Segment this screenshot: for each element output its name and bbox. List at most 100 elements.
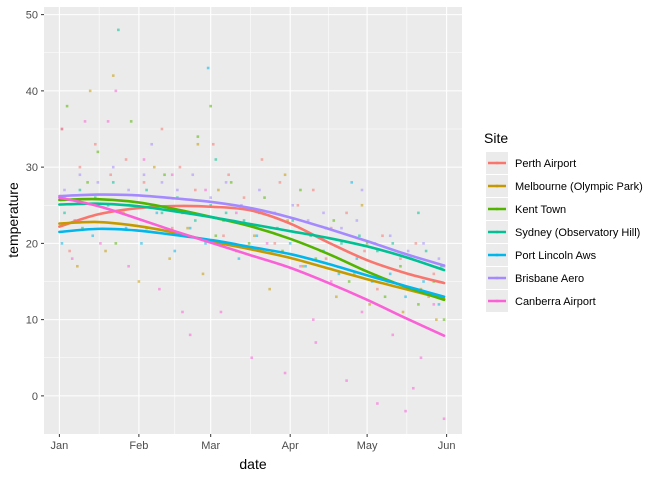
legend-item: Melbourne (Olympic Park) (486, 175, 643, 197)
data-point (209, 203, 212, 207)
data-point (388, 272, 392, 276)
data-point (411, 386, 415, 390)
data-point (109, 173, 112, 177)
data-point (242, 196, 246, 199)
data-point (206, 66, 210, 70)
data-point (163, 173, 166, 177)
data-point (329, 226, 333, 230)
data-point (273, 242, 277, 245)
data-point (435, 318, 438, 321)
data-point (427, 295, 430, 299)
data-point (399, 264, 402, 268)
data-point (81, 226, 84, 230)
y-tick-label: 10 (26, 315, 38, 327)
data-point (296, 203, 300, 207)
data-point (209, 104, 212, 108)
data-point (142, 173, 146, 177)
data-point (352, 272, 356, 276)
data-point (150, 142, 154, 146)
data-point (224, 181, 228, 184)
data-point (360, 310, 364, 314)
data-point (376, 249, 379, 253)
data-point (63, 188, 66, 192)
legend-key-point (495, 276, 499, 280)
x-tick-label: Jun (438, 440, 456, 452)
data-point (181, 310, 184, 314)
data-point (404, 295, 407, 299)
data-point (291, 203, 295, 207)
data-point (214, 158, 218, 161)
smooth-line (58, 202, 446, 272)
data-point (417, 303, 420, 306)
data-point (424, 249, 428, 253)
data-point (178, 165, 182, 169)
data-point (255, 234, 259, 238)
legend-item: Brisbane Aero (486, 267, 584, 289)
data-point (337, 272, 341, 276)
data-point (422, 280, 425, 283)
data-point (345, 211, 348, 215)
data-point (383, 295, 387, 299)
legend-label: Brisbane Aero (515, 273, 584, 285)
data-point (158, 287, 161, 291)
data-point (242, 219, 246, 222)
data-point (170, 173, 174, 177)
data-point (340, 242, 343, 245)
data-point (186, 226, 189, 230)
data-point (252, 234, 256, 238)
data-point (324, 257, 328, 260)
data-point (88, 89, 92, 93)
smooth-line (58, 197, 446, 302)
data-point (160, 181, 164, 184)
data-point (222, 234, 225, 238)
x-tick-label: May (357, 440, 378, 452)
data-point (260, 158, 264, 161)
data-point (117, 28, 120, 32)
data-point (106, 120, 110, 123)
data-point (258, 188, 261, 192)
data-point (391, 333, 395, 337)
data-point (176, 188, 179, 192)
data-point (227, 173, 230, 177)
y-axis: 0 10 20 30 40 50 (26, 10, 44, 403)
legend-label: Canberra Airport (515, 296, 596, 308)
data-point (168, 257, 171, 260)
legend-item: Port Lincoln Aws (486, 244, 597, 266)
data-point (347, 280, 351, 283)
legend-title: Site (484, 130, 508, 146)
data-point (127, 188, 130, 192)
data-point (432, 272, 436, 276)
legend-key-point (495, 207, 499, 211)
data-point (355, 219, 359, 222)
data-point (60, 242, 64, 245)
smooth-lines (58, 193, 446, 337)
smooth-line (58, 193, 446, 267)
data-point (399, 257, 402, 260)
data-point (376, 402, 379, 405)
data-point (93, 142, 97, 146)
smooth-line (58, 196, 446, 337)
data-point (368, 303, 371, 306)
data-point (209, 196, 212, 199)
data-point (291, 219, 295, 222)
data-point (247, 242, 251, 245)
data-point (78, 188, 82, 192)
data-point (442, 417, 446, 421)
data-point (237, 257, 241, 260)
data-point (235, 211, 238, 215)
data-point (152, 165, 156, 169)
data-point (350, 181, 354, 184)
data-point (381, 234, 384, 238)
data-point (155, 211, 159, 215)
x-axis: Jan Feb Mar Apr May Jun (51, 434, 456, 452)
y-tick-label: 20 (26, 238, 38, 250)
data-point (419, 356, 423, 360)
data-point (306, 219, 310, 222)
data-point (440, 264, 443, 268)
data-point (442, 318, 446, 321)
legend-label: Perth Airport (515, 158, 576, 170)
smooth-line (58, 220, 446, 301)
data-point (68, 249, 71, 253)
data-point (417, 211, 420, 215)
data-point (250, 356, 254, 360)
